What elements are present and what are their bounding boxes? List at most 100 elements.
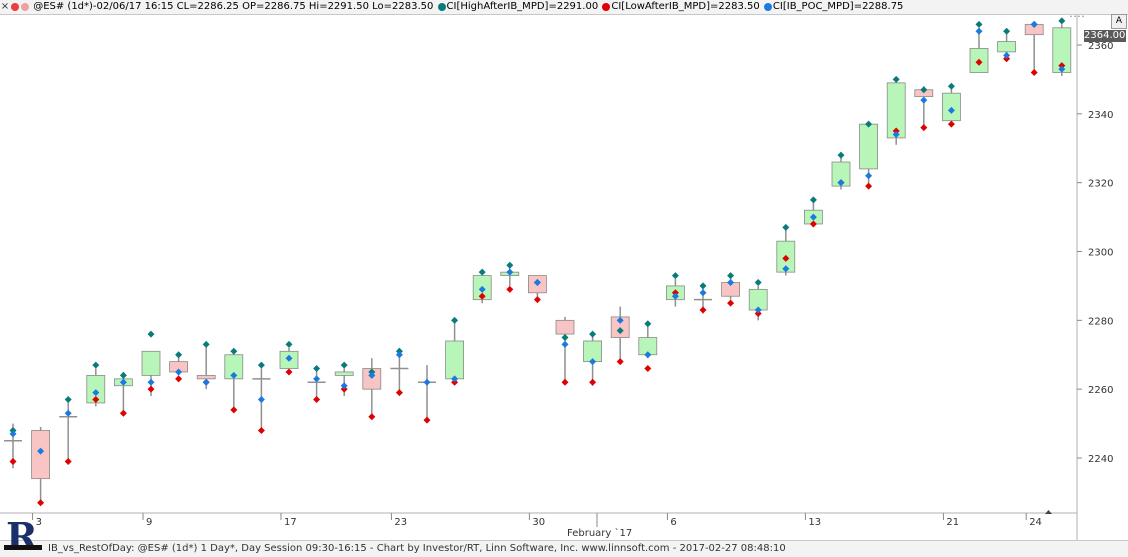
ib-poc-marker [506, 268, 514, 276]
ib-poc-marker [92, 389, 100, 397]
ib-poc-marker [285, 354, 293, 362]
high-after-ib-marker [809, 196, 817, 204]
low-after-ib-marker [64, 457, 72, 465]
last-price-label: 2364.00 [1084, 30, 1126, 42]
blue-dot-icon [763, 3, 772, 11]
scroll-arrow-icon[interactable] [1045, 510, 1052, 514]
candle-body-down [196, 374, 216, 380]
y-tick-label: 2360 [1088, 41, 1113, 52]
indicator-ib-poc: CI[IB_POC_MPD]=2288.75 [772, 1, 904, 12]
ib-poc-marker [754, 306, 762, 314]
ib-poc-marker [920, 96, 928, 104]
candle-body-up [141, 350, 161, 376]
y-tick-label: 2300 [1088, 248, 1113, 259]
footer-text: IB_vs_RestOfDay: @ES# (1d*) 1 Day*, Day … [48, 543, 786, 554]
ib-poc-marker [395, 351, 403, 359]
high-after-ib-marker [451, 316, 459, 324]
ib-poc-marker [1030, 20, 1038, 28]
autoscale-button[interactable]: A [1111, 14, 1127, 29]
chart-title: @ES# (1d*)-02/06/17 16:15 CL=2286.25 OP=… [33, 1, 434, 12]
low-after-ib-marker [423, 416, 431, 424]
low-after-ib-marker [175, 375, 183, 383]
low-after-ib-marker [395, 389, 403, 397]
window-dot-red-icon[interactable] [11, 3, 19, 11]
x-tick-label: 17 [284, 517, 297, 528]
high-after-ib-marker [313, 365, 321, 373]
ib-poc-marker [671, 292, 679, 300]
ib-poc-marker [1003, 51, 1011, 59]
ib-poc-marker [478, 285, 486, 293]
ib-poc-marker [451, 375, 459, 383]
low-after-ib-marker [147, 385, 155, 393]
chart-footer: IB_vs_RestOfDay: @ES# (1d*) 1 Day*, Day … [0, 540, 1128, 557]
ib-poc-marker [533, 278, 541, 286]
high-after-ib-marker [892, 75, 900, 83]
low-after-ib-marker [478, 292, 486, 300]
y-tick-label: 2320 [1088, 179, 1113, 190]
x-tick-label: 30 [532, 517, 545, 528]
candle-body-up [334, 371, 354, 376]
low-after-ib-marker [368, 413, 376, 421]
window-close-icon[interactable]: × [0, 1, 10, 12]
high-after-ib-marker [947, 82, 955, 90]
high-after-ib-marker [285, 340, 293, 348]
high-after-ib-marker [147, 330, 155, 338]
ib-poc-marker [975, 27, 983, 35]
high-after-ib-marker [64, 395, 72, 403]
low-after-ib-marker [616, 358, 624, 366]
low-after-ib-marker [920, 124, 928, 132]
low-after-ib-marker [9, 457, 17, 465]
month-label: February `17 [567, 527, 632, 539]
low-after-ib-marker [589, 378, 597, 386]
y-tick-label: 2280 [1088, 316, 1113, 327]
ib-poc-marker [837, 179, 845, 187]
window-dot-pink-icon[interactable] [21, 3, 29, 11]
low-after-ib-marker [285, 368, 293, 376]
investor-rt-logo: R [4, 514, 42, 556]
ib-poc-marker [340, 382, 348, 390]
high-after-ib-marker [1058, 17, 1066, 25]
high-after-ib-marker [175, 351, 183, 359]
high-after-ib-marker [257, 361, 265, 369]
low-after-ib-marker [313, 395, 321, 403]
low-after-ib-marker [1030, 69, 1038, 77]
ib-poc-marker [809, 213, 817, 221]
ib-poc-marker [202, 378, 210, 386]
low-after-ib-marker [727, 299, 735, 307]
indicator-high-after-ib: CI[HighAfterIB_MPD]=2291.00 [446, 1, 599, 12]
ib-poc-marker [175, 368, 183, 376]
ib-poc-marker [9, 430, 17, 438]
candle-body-up [997, 41, 1016, 53]
high-after-ib-marker [506, 261, 514, 269]
price-chart[interactable]: 2240 2260 2280 2300 2320 2340 2360 3 9 17 23 30 6 13… [0, 15, 1128, 540]
x-tick-label: 6 [670, 517, 676, 528]
high-after-ib-marker [230, 347, 238, 355]
x-tick-label: 24 [1029, 517, 1042, 528]
ib-poc-marker [37, 447, 45, 455]
low-after-ib-marker [230, 406, 238, 414]
high-after-ib-marker [1003, 27, 1011, 35]
low-after-ib-marker [533, 296, 541, 304]
high-after-ib-marker [340, 361, 348, 369]
ib-poc-marker [423, 378, 431, 386]
x-tick-label: 23 [394, 517, 407, 528]
ib-poc-marker [947, 106, 955, 114]
ib-poc-marker [589, 358, 597, 366]
x-tick-label: 3 [36, 517, 42, 528]
candle-body-up [445, 340, 465, 380]
indicator-low-after-ib: CI[LowAfterIB_MPD]=2283.50 [611, 1, 760, 12]
high-after-ib-marker [754, 278, 762, 286]
teal-dot-icon [437, 3, 446, 11]
high-after-ib-marker [782, 223, 790, 231]
chart-header: × @ES# (1d*)-02/06/17 16:15 CL=2286.25 O… [0, 0, 1128, 15]
low-after-ib-marker [119, 409, 127, 417]
low-after-ib-marker [699, 306, 707, 314]
high-after-ib-marker [478, 268, 486, 276]
y-tick-label: 2260 [1088, 385, 1113, 396]
low-after-ib-marker [257, 426, 265, 434]
ib-poc-marker [782, 265, 790, 273]
ib-poc-marker [644, 351, 652, 359]
high-after-ib-marker [616, 327, 624, 335]
y-tick-label: 2240 [1088, 454, 1113, 465]
red-dot-icon [602, 3, 611, 11]
